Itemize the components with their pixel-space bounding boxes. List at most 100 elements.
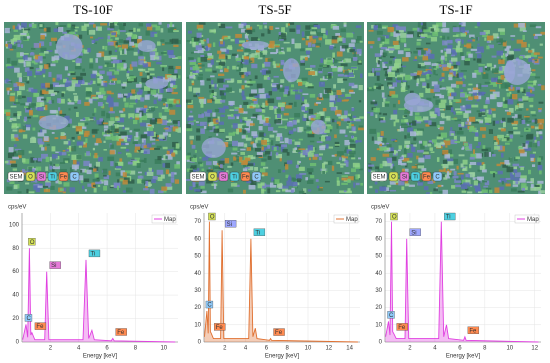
sem-texture	[188, 57, 194, 60]
sem-image	[4, 22, 182, 194]
sem-texture	[114, 71, 119, 75]
sem-texture	[349, 139, 354, 142]
sem-texture	[210, 95, 213, 99]
sem-texture	[113, 60, 119, 64]
sem-texture	[490, 94, 495, 99]
sem-texture	[341, 178, 348, 181]
sem-texture	[239, 72, 243, 75]
sem-texture	[196, 128, 200, 132]
sem-texture	[287, 47, 291, 51]
sem-texture	[530, 24, 536, 27]
sem-texture	[502, 138, 507, 141]
sem-texture	[99, 76, 103, 79]
sem-texture	[241, 91, 244, 96]
sem-texture	[193, 66, 200, 70]
sem-texture	[235, 39, 239, 44]
sem-texture	[400, 38, 406, 42]
sem-texture	[13, 168, 17, 170]
sem-particle	[404, 99, 434, 113]
sem-texture	[405, 183, 410, 186]
x-tick-label: 10	[160, 346, 167, 352]
sem-texture	[353, 57, 358, 61]
sem-texture	[509, 51, 514, 55]
sem-texture	[21, 33, 27, 35]
sem-texture	[188, 31, 192, 34]
sem-texture	[380, 164, 383, 168]
sem-texture	[92, 97, 98, 99]
sem-texture	[289, 118, 294, 120]
sem-texture	[486, 46, 489, 50]
sem-texture	[460, 93, 465, 97]
sem-texture	[256, 143, 261, 146]
sem-texture	[478, 64, 485, 66]
sem-texture	[390, 56, 395, 58]
sem-texture	[130, 117, 133, 119]
sem-texture	[197, 76, 202, 80]
sem-texture	[448, 89, 454, 92]
sem-texture	[410, 131, 416, 136]
sem-texture	[503, 47, 506, 49]
sem-texture	[240, 64, 243, 68]
sem-texture	[507, 56, 513, 60]
sem-texture	[475, 133, 478, 137]
sem-texture	[199, 157, 201, 159]
sem-texture	[145, 71, 149, 73]
sem-texture	[70, 187, 76, 192]
sem-texture	[446, 176, 450, 178]
sem-texture	[146, 30, 150, 35]
sem-texture	[52, 132, 55, 134]
sem-texture	[98, 66, 102, 69]
sem-texture	[33, 115, 39, 117]
sem-texture	[250, 123, 255, 125]
sem-texture	[502, 181, 504, 184]
sem-texture	[383, 53, 387, 56]
sem-texture	[7, 42, 11, 44]
sem-texture	[446, 116, 450, 121]
sem-texture	[51, 146, 55, 151]
sem-texture	[225, 158, 229, 163]
sem-texture	[393, 41, 399, 45]
sem-texture	[279, 87, 284, 91]
sem-texture	[98, 27, 102, 31]
sem-texture	[375, 83, 381, 86]
sem-texture	[133, 141, 138, 144]
sem-texture	[49, 100, 52, 104]
sem-texture	[168, 120, 171, 123]
sem-texture	[94, 108, 96, 113]
sem-texture	[522, 120, 526, 124]
sem-texture	[21, 22, 27, 27]
sem-texture	[105, 131, 112, 133]
sem-texture	[50, 186, 54, 190]
sem-texture	[125, 128, 130, 130]
sem-texture	[461, 175, 464, 180]
y-tick-label: 70	[375, 219, 382, 225]
sem-texture	[270, 52, 277, 54]
sem-texture	[75, 59, 81, 63]
sem-texture	[441, 113, 445, 117]
sem-texture	[406, 145, 409, 148]
sem-texture	[382, 27, 386, 29]
sem-texture	[415, 113, 419, 116]
sem-texture	[513, 131, 520, 134]
panel-title: TS-1F	[439, 2, 472, 17]
sem-texture	[451, 58, 457, 62]
sem-texture	[115, 117, 120, 121]
y-tick-label: 100	[9, 222, 20, 228]
sem-texture	[200, 80, 204, 85]
sem-texture	[244, 56, 249, 59]
sem-texture	[236, 156, 239, 158]
sem-texture	[541, 85, 544, 90]
sem-texture	[310, 65, 315, 68]
sem-texture	[529, 142, 532, 147]
sem-texture	[507, 93, 511, 97]
sem-texture	[119, 139, 124, 142]
sem-texture	[390, 147, 393, 151]
sem-texture	[143, 188, 149, 190]
sem-texture	[349, 151, 356, 154]
sem-texture	[113, 102, 118, 106]
legend-label: Map	[164, 217, 176, 223]
sem-texture	[296, 165, 299, 168]
sem-texture	[43, 75, 45, 78]
sem-texture	[434, 84, 439, 88]
sem-texture	[319, 38, 322, 41]
